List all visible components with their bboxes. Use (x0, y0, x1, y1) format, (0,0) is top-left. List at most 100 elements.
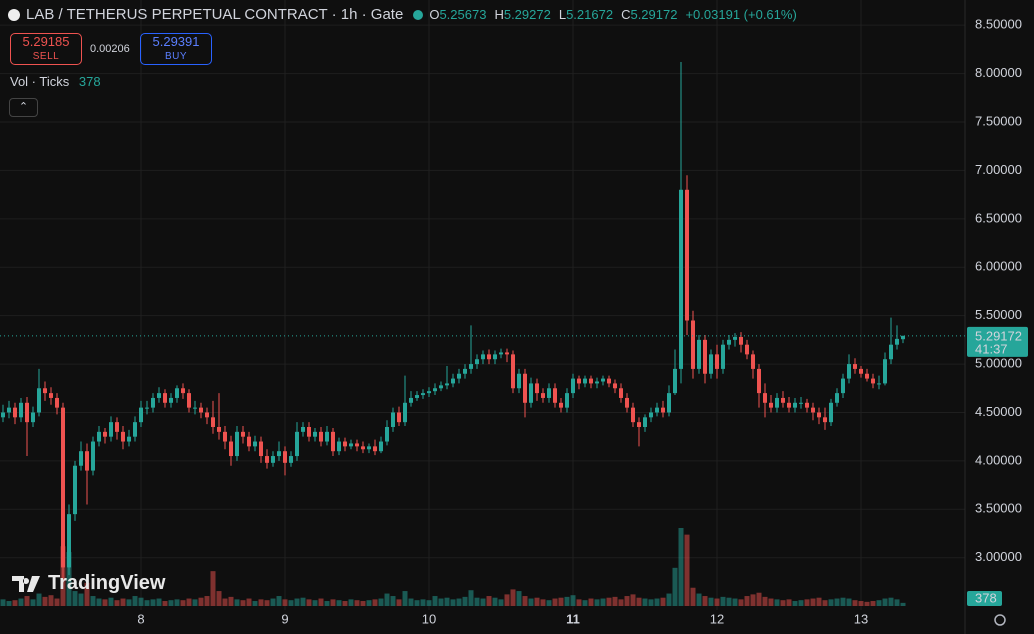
collapse-button[interactable]: ⌃ (9, 98, 38, 117)
volume-bar (606, 597, 612, 606)
volume-bar (168, 600, 174, 606)
candle-body (379, 441, 383, 452)
volume-bar (246, 598, 252, 606)
candle-body (373, 446, 377, 452)
candle-body (643, 417, 647, 427)
volume-bar (384, 593, 390, 606)
volume-bar (600, 598, 606, 606)
volume-bar (846, 598, 852, 606)
candle-body (805, 402, 809, 408)
spread: 0.00206 (90, 43, 130, 55)
volume-bar (144, 600, 150, 606)
candle-body (451, 378, 455, 384)
x-tick-label: 10 (422, 611, 436, 626)
candle-body (583, 378, 587, 384)
volume-bar (324, 601, 330, 606)
ohlc-label: L (558, 7, 567, 22)
volume-bar (522, 596, 528, 606)
candle-body (829, 402, 833, 423)
volume-bar (660, 597, 666, 606)
volume-bar (30, 599, 36, 606)
candle-body (13, 407, 17, 418)
volume-bar (48, 595, 54, 606)
volume-bar (822, 600, 828, 606)
candle-body (85, 451, 89, 471)
candle-body (529, 383, 533, 403)
candle-body (577, 378, 581, 384)
candle-body (799, 402, 803, 404)
volume-bar (672, 567, 678, 606)
volume-bar (450, 599, 456, 606)
volume-bar (120, 598, 126, 606)
volume-bar (594, 599, 600, 606)
volume-bar (408, 598, 414, 606)
volume-bar (642, 598, 648, 606)
volume-bar (360, 601, 366, 606)
volume-bar (720, 596, 726, 606)
countdown: 41:37 (975, 341, 1008, 356)
candle-body (751, 354, 755, 369)
volume-bar (90, 596, 96, 606)
last-price-label: 5.29172 (975, 328, 1022, 343)
volume-bar (72, 591, 78, 606)
candle-body (631, 407, 635, 423)
settings-icon[interactable] (994, 614, 1006, 626)
watermark-text: TradingView (48, 572, 166, 594)
candle-body (565, 393, 569, 408)
candle-body (193, 407, 197, 409)
candle-body (319, 431, 323, 442)
volume-bar (876, 600, 882, 606)
candle-body (73, 465, 77, 515)
candle-body (619, 388, 623, 398)
candle-body (139, 407, 143, 423)
candle-body (247, 436, 251, 447)
volume-bar (198, 597, 204, 606)
volume-bar (756, 592, 762, 606)
volume-value: 378 (78, 74, 101, 89)
volume-bar (570, 595, 576, 606)
candle-body (55, 397, 59, 408)
candle-body (475, 359, 479, 365)
candle-body (175, 388, 179, 398)
volume-bar (750, 594, 756, 606)
candle-body (547, 388, 551, 398)
volume-bar (288, 600, 294, 606)
candle-body (877, 383, 881, 385)
volume-bar (456, 598, 462, 606)
y-tick-label: 7.00000 (975, 162, 1022, 177)
status-dot (413, 9, 424, 20)
volume-bar (18, 598, 24, 606)
candle-body (19, 402, 23, 418)
volume-bar (414, 600, 420, 606)
buy-button[interactable]: 5.29391 BUY (140, 33, 212, 65)
y-tick-label: 4.50000 (975, 404, 1022, 419)
volume-bar (774, 599, 780, 606)
candle-body (67, 514, 71, 568)
volume-bar (186, 598, 192, 606)
volume-bar (12, 600, 18, 606)
volume-bar (474, 597, 480, 606)
volume-bar (618, 599, 624, 606)
candle-body (775, 397, 779, 408)
candle-body (301, 427, 305, 432)
volume-bar (786, 599, 792, 606)
volume-bar (24, 596, 30, 606)
candle-body (601, 378, 605, 382)
candle-body (409, 397, 413, 403)
y-tick-label: 7.50000 (975, 113, 1022, 128)
volume-bar (552, 598, 558, 606)
candle-body (553, 388, 557, 403)
candle-body (445, 383, 449, 386)
candle-body (859, 368, 863, 374)
chart-title: LAB / TETHERUS PERPETUAL CONTRACT · 1h ·… (26, 6, 404, 23)
ohlc: O5.25673 H5.29272 L5.21672 C5.29172 +0.0… (429, 7, 796, 22)
logo (12, 575, 40, 592)
volume-bar (492, 597, 498, 606)
sell-button[interactable]: 5.29185 SELL (10, 33, 82, 65)
volume-bar (792, 601, 798, 606)
candle-body (289, 456, 293, 463)
candle-body (403, 402, 407, 423)
candle-body (739, 336, 743, 345)
candle-body (415, 395, 419, 398)
candle-body (277, 451, 281, 457)
